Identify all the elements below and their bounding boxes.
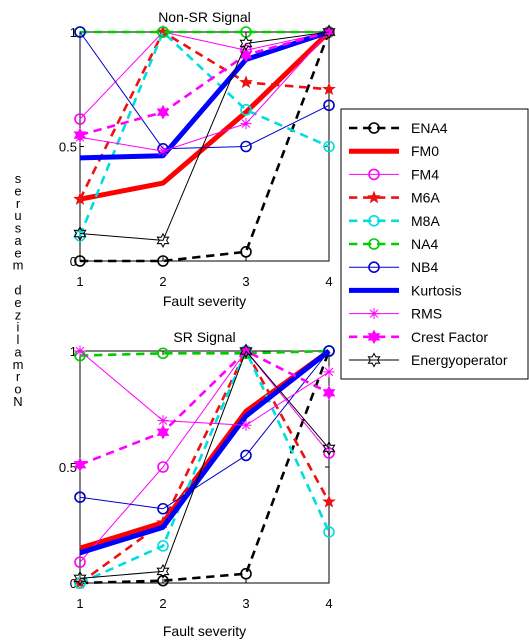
legend-label: NB4 <box>411 259 438 275</box>
data-point-rms <box>241 420 252 431</box>
legend-label: Energyoperator <box>411 352 508 368</box>
data-point-rms <box>324 366 335 377</box>
x-tick-label: 3 <box>242 274 249 289</box>
data-point-rms <box>241 118 252 129</box>
y-tick-label: 1 <box>70 25 77 40</box>
legend-label: M8A <box>411 213 440 229</box>
data-point-rms <box>75 346 86 357</box>
legend-label: ENA4 <box>411 120 448 136</box>
legend-label: FM0 <box>411 143 439 159</box>
x-tick-label: 4 <box>325 274 332 289</box>
x-axis-label: Fault severity <box>163 623 246 639</box>
x-tick-label: 1 <box>76 274 83 289</box>
x-axis-label: Fault severity <box>163 293 246 309</box>
y-tick-label: 0 <box>70 254 77 269</box>
data-point-rms <box>158 146 169 157</box>
legend: ENA4 FM0 FM4 M6A M8A NA4 NB4 Kurtosis RMS Crest F… <box>341 109 528 379</box>
x-tick-label: 4 <box>325 596 332 611</box>
legend-label: Crest Factor <box>411 329 488 345</box>
legend-marker-rms <box>369 308 380 319</box>
chart-title: Non-SR Signal <box>158 9 251 25</box>
y-tick-label: 0.5 <box>59 140 77 155</box>
legend-label: NA4 <box>411 236 438 252</box>
legend-label: FM4 <box>411 166 439 182</box>
x-tick-label: 2 <box>159 596 166 611</box>
legend-label: RMS <box>411 306 442 322</box>
legend-label: Kurtosis <box>411 282 462 298</box>
legend-label: M6A <box>411 190 440 206</box>
x-tick-label: 2 <box>159 274 166 289</box>
chart-title: SR Signal <box>173 329 235 345</box>
x-tick-label: 1 <box>76 596 83 611</box>
data-point-rms <box>158 415 169 426</box>
x-tick-label: 3 <box>242 596 249 611</box>
